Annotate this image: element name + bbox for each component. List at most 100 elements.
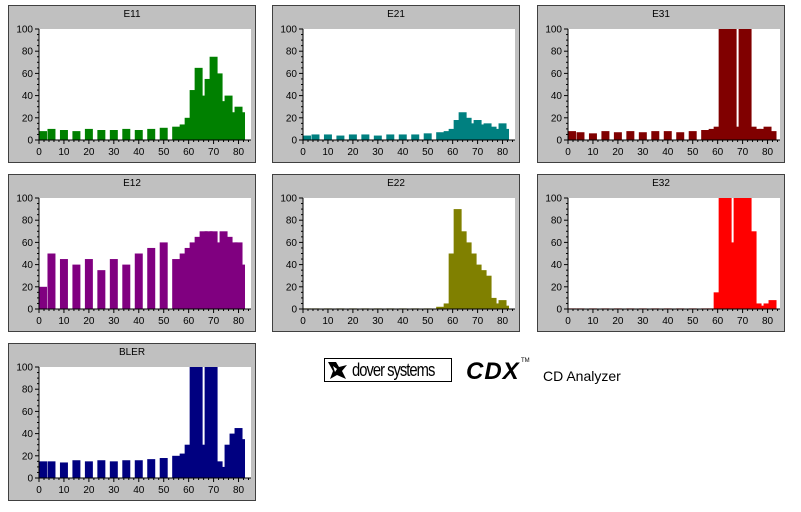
y-tick-label: 20 xyxy=(551,113,563,124)
data-bar xyxy=(743,29,752,140)
data-bar xyxy=(224,95,233,140)
y-tick-label: 0 xyxy=(556,136,562,147)
data-bar xyxy=(733,126,742,140)
data-bar xyxy=(501,305,510,309)
data-bar xyxy=(601,131,610,140)
y-tick-label: 0 xyxy=(556,305,562,316)
data-bar xyxy=(448,128,457,140)
y-tick-label: 20 xyxy=(286,113,298,124)
y-tick-label: 100 xyxy=(16,25,33,36)
tagline: CD Analyzer xyxy=(543,368,621,384)
y-tick-label: 80 xyxy=(551,216,563,227)
data-bar xyxy=(713,126,722,140)
data-bar xyxy=(47,461,56,478)
x-tick-label: 0 xyxy=(36,316,42,327)
panel-e31: E31 0 20 40 60 80 100 0 10 20 30 40 50 60 70 80 xyxy=(537,5,785,163)
y-tick-label: 60 xyxy=(22,407,34,418)
data-bar xyxy=(576,132,585,140)
data-bar xyxy=(204,78,213,140)
x-tick-label: 50 xyxy=(158,147,170,158)
y-tick-label: 40 xyxy=(286,91,298,102)
data-bar xyxy=(39,286,47,309)
x-tick-label: 40 xyxy=(133,316,145,327)
data-bar xyxy=(219,466,228,478)
x-tick-label: 0 xyxy=(300,147,306,158)
data-bar xyxy=(72,264,81,309)
data-bar xyxy=(453,120,462,140)
y-tick-label: 20 xyxy=(22,113,34,124)
x-tick-label: 10 xyxy=(587,147,599,158)
x-tick-label: 60 xyxy=(712,147,724,158)
data-bar xyxy=(336,135,345,140)
data-bar xyxy=(199,444,208,478)
x-tick-label: 30 xyxy=(108,147,120,158)
data-bar xyxy=(748,231,757,309)
data-bar xyxy=(237,112,246,140)
dove-logo-icon xyxy=(328,362,347,379)
data-bar xyxy=(468,253,477,309)
data-bar xyxy=(224,444,233,478)
data-bar xyxy=(179,124,188,140)
data-bar xyxy=(638,132,647,140)
data-bar xyxy=(122,460,131,478)
data-bar xyxy=(311,134,320,140)
y-tick-label: 60 xyxy=(286,238,298,249)
y-tick-label: 80 xyxy=(22,47,34,58)
y-tick-label: 60 xyxy=(286,69,298,80)
x-tick-label: 30 xyxy=(637,316,649,327)
chart-title: E11 xyxy=(123,9,141,20)
data-bar xyxy=(229,112,238,140)
y-tick-label: 80 xyxy=(551,47,563,58)
y-tick-label: 20 xyxy=(286,282,298,293)
data-bar xyxy=(588,133,597,140)
x-tick-label: 70 xyxy=(208,485,220,496)
data-bar xyxy=(436,132,445,140)
y-tick-label: 20 xyxy=(551,282,563,293)
x-tick-label: 80 xyxy=(762,316,774,327)
data-bar xyxy=(568,131,576,140)
data-bar xyxy=(122,264,131,309)
y-tick-label: 0 xyxy=(27,136,33,147)
x-tick-label: 10 xyxy=(58,147,70,158)
x-tick-label: 30 xyxy=(108,485,120,496)
data-bar xyxy=(179,453,188,478)
data-bar xyxy=(493,303,502,309)
data-bar xyxy=(443,131,452,140)
x-tick-label: 70 xyxy=(737,316,749,327)
y-tick-label: 100 xyxy=(16,194,33,205)
x-tick-label: 50 xyxy=(687,316,699,327)
data-bars xyxy=(303,112,510,140)
data-bar xyxy=(753,128,762,140)
data-bar xyxy=(488,297,497,309)
x-tick-label: 20 xyxy=(83,316,95,327)
x-tick-label: 20 xyxy=(83,485,95,496)
data-bar xyxy=(189,242,198,309)
data-bar xyxy=(184,117,193,140)
x-tick-label: 80 xyxy=(497,147,509,158)
data-bar xyxy=(458,112,467,140)
data-bar xyxy=(473,264,482,309)
data-bar xyxy=(147,459,156,478)
x-tick-label: 0 xyxy=(36,147,42,158)
trademark: TM xyxy=(521,358,530,364)
data-bar xyxy=(209,231,218,309)
data-bar xyxy=(448,253,457,309)
data-bar xyxy=(763,303,772,309)
data-bar xyxy=(758,305,767,309)
panel-e32: E32 0 20 40 60 80 100 0 10 20 30 40 50 60 70 80 xyxy=(537,174,785,332)
data-bar xyxy=(184,444,193,478)
x-tick-label: 50 xyxy=(422,316,434,327)
chart-title: E31 xyxy=(652,9,670,20)
data-bar xyxy=(84,259,93,309)
data-bar xyxy=(463,242,472,309)
data-bar xyxy=(47,253,56,309)
chart-bler: 0 20 40 60 80 100 0 10 20 30 40 50 60 70 80 xyxy=(16,363,251,496)
chart-e11: 0 20 40 60 80 100 0 10 20 30 40 50 60 70 80 xyxy=(16,25,251,158)
x-tick-label: 10 xyxy=(58,485,70,496)
company-name: dover systems xyxy=(352,360,435,380)
data-bar xyxy=(97,460,106,478)
data-bar xyxy=(204,231,213,309)
data-bar xyxy=(84,461,93,478)
chart-e31: 0 20 40 60 80 100 0 10 20 30 40 50 60 70 80 xyxy=(545,25,780,158)
data-bar xyxy=(194,67,203,140)
